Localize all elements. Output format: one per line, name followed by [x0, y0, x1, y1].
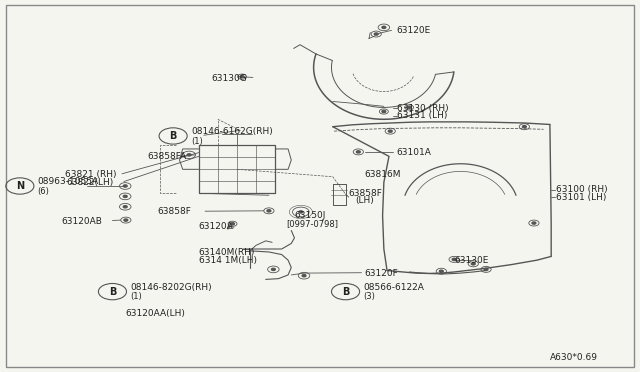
Circle shape: [522, 126, 526, 128]
Circle shape: [532, 222, 536, 224]
Circle shape: [407, 106, 411, 109]
Text: 63858F: 63858F: [157, 208, 191, 217]
Text: (LH): (LH): [355, 196, 374, 205]
Text: [0997-0798]: [0997-0798]: [286, 219, 338, 228]
Text: 63101A: 63101A: [397, 148, 431, 157]
Text: 63821 (RH): 63821 (RH): [65, 170, 116, 179]
Text: 63858FA: 63858FA: [148, 152, 187, 161]
Text: (1): (1): [191, 137, 203, 146]
Circle shape: [124, 185, 127, 187]
Circle shape: [302, 275, 306, 277]
Text: (3): (3): [364, 292, 375, 301]
Text: 63858F: 63858F: [349, 189, 383, 198]
Text: 08566-6122A: 08566-6122A: [364, 283, 424, 292]
Circle shape: [382, 26, 386, 29]
Text: A630*0.69: A630*0.69: [550, 353, 598, 362]
Text: 63101 (LH): 63101 (LH): [556, 193, 607, 202]
Text: (6): (6): [38, 187, 50, 196]
Text: 63130 (RH): 63130 (RH): [397, 104, 448, 113]
Circle shape: [271, 268, 275, 270]
Text: 63120E: 63120E: [397, 26, 431, 35]
Circle shape: [356, 151, 360, 153]
Text: 63130E: 63130E: [454, 256, 488, 264]
Text: 63120F: 63120F: [365, 269, 399, 278]
Circle shape: [187, 154, 191, 156]
Text: 63120AA(LH): 63120AA(LH): [125, 310, 185, 318]
Text: B: B: [170, 131, 177, 141]
Text: 08146-6162G(RH): 08146-6162G(RH): [191, 127, 273, 136]
Text: 63130G: 63130G: [211, 74, 247, 83]
Text: 63120AB: 63120AB: [61, 217, 102, 226]
Text: (1): (1): [131, 292, 142, 301]
Circle shape: [484, 268, 488, 270]
Circle shape: [240, 76, 244, 78]
Circle shape: [124, 195, 127, 198]
Text: 08963-1055A: 08963-1055A: [38, 177, 99, 186]
Text: 63131 (LH): 63131 (LH): [397, 111, 447, 120]
Circle shape: [124, 206, 127, 208]
Circle shape: [374, 33, 378, 35]
Text: 63140M(RH): 63140M(RH): [198, 248, 255, 257]
Circle shape: [452, 258, 456, 260]
Text: N: N: [16, 181, 24, 191]
Circle shape: [124, 219, 128, 221]
Circle shape: [388, 130, 392, 132]
Circle shape: [299, 211, 303, 213]
Text: 63816M: 63816M: [365, 170, 401, 179]
Circle shape: [382, 110, 386, 113]
Circle shape: [267, 210, 271, 212]
Text: 63822(LH): 63822(LH): [67, 178, 114, 187]
Text: 08146-8202G(RH): 08146-8202G(RH): [131, 283, 212, 292]
Circle shape: [440, 270, 444, 272]
Text: 6314 1M(LH): 6314 1M(LH): [198, 256, 257, 264]
Circle shape: [471, 263, 475, 265]
Text: 63100 (RH): 63100 (RH): [556, 185, 608, 194]
Circle shape: [230, 223, 234, 225]
Text: 63150J: 63150J: [294, 211, 326, 220]
Text: B: B: [109, 286, 116, 296]
Text: B: B: [342, 286, 349, 296]
Text: 63120A: 63120A: [198, 222, 234, 231]
